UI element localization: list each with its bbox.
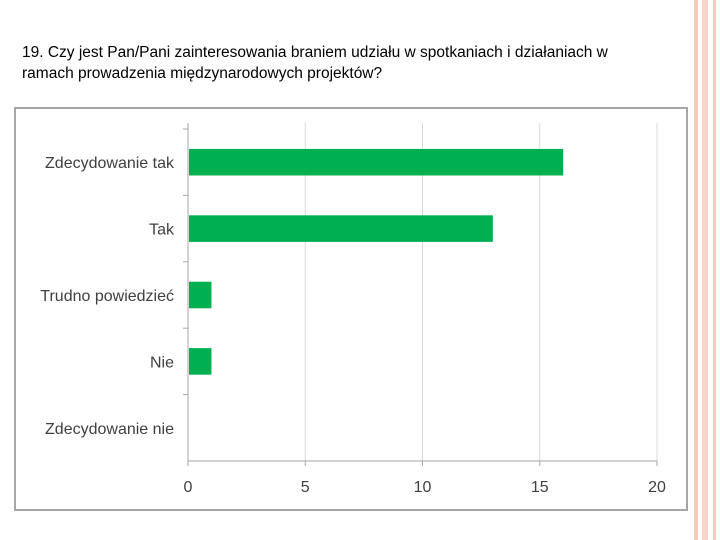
category-label-4: Zdecydowanie nie (45, 421, 174, 438)
x-tick-label-5: 5 (301, 479, 310, 496)
x-tick-label-20: 20 (648, 479, 666, 496)
category-label-3: Nie (150, 354, 174, 371)
bar-1 (189, 215, 493, 242)
category-label-0: Zdecydowanie tak (45, 155, 175, 172)
decorative-stripe-3 (713, 0, 716, 540)
x-tick-label-10: 10 (414, 479, 432, 496)
bar-chart: 0 5 10 15 20 Zdecydowanie tak Tak Trudno powied… (40, 123, 666, 496)
x-tick-label-0: 0 (184, 479, 193, 496)
bar-2 (189, 281, 212, 309)
question-title: 19. Czy jest Pan/Pani zainteresowania br… (22, 44, 608, 82)
category-label-2: Trudno powiedzieć (40, 288, 174, 305)
decorative-stripe-1 (694, 0, 698, 540)
bar-0 (189, 148, 564, 176)
decorative-stripe-2 (702, 0, 708, 540)
category-label-1: Tak (149, 222, 175, 239)
bar-3 (189, 348, 212, 375)
chart-frame: 0 5 10 15 20 Zdecydowanie tak Tak Trudno powied… (14, 107, 688, 511)
x-tick-label-15: 15 (531, 479, 549, 496)
